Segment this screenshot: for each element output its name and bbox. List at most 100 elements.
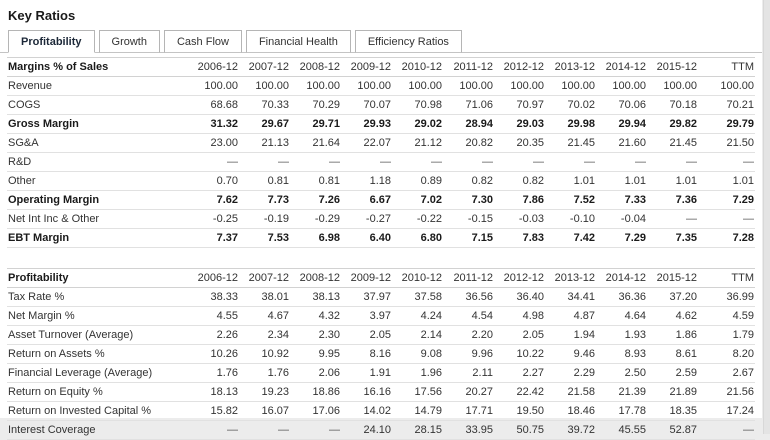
cell-value: 70.98 [392, 95, 443, 115]
row-label: Return on Invested Capital % [7, 401, 188, 421]
cell-value: 18.35 [647, 401, 698, 421]
cell-value: 29.93 [341, 114, 392, 134]
cell-value: 70.02 [545, 95, 596, 115]
cell-value: 1.96 [392, 363, 443, 383]
cell-value: 4.98 [494, 306, 545, 326]
cell-value: 36.56 [443, 287, 494, 307]
cell-value: 29.67 [239, 114, 290, 134]
cell-value: 21.64 [290, 133, 341, 153]
cell-value: 6.40 [341, 228, 392, 248]
cell-value: 1.01 [647, 171, 698, 191]
row-label: EBT Margin [7, 228, 188, 248]
cell-value: — [239, 152, 290, 172]
table-row: Net Margin % 4.55 4.67 4.32 3.97 4.24 4.54 4.98… [7, 306, 755, 326]
tab-financial-health[interactable]: Financial Health [245, 30, 351, 53]
tab-growth[interactable]: Growth [98, 30, 160, 53]
cell-value: 2.67 [698, 363, 755, 383]
cell-value: 100.00 [290, 76, 341, 96]
cell-value: 1.01 [545, 171, 596, 191]
row-label: Return on Assets % [7, 344, 188, 364]
cell-value: 4.32 [290, 306, 341, 326]
cell-value: 19.50 [494, 401, 545, 421]
table-row: Net Int Inc & Other -0.25 -0.19 -0.29 -0.27-… [7, 209, 755, 229]
cell-value: 36.99 [698, 287, 755, 307]
table-row: SG&A 23.00 21.13 21.64 22.07 21.12 20.82 20.35 2… [7, 133, 755, 153]
cell-value: 20.35 [494, 133, 545, 153]
page-title: Key Ratios [8, 8, 76, 23]
column-header: 2009-12 [341, 57, 392, 77]
cell-value: 10.26 [188, 344, 239, 364]
tab-cash-flow[interactable]: Cash Flow [163, 30, 242, 53]
cell-value: 20.27 [443, 382, 494, 402]
column-header: 2008-12 [290, 57, 341, 77]
cell-value: 7.73 [239, 190, 290, 210]
cell-value: 0.70 [188, 171, 239, 191]
cell-value: 45.55 [596, 420, 647, 440]
cell-value: — [698, 152, 755, 172]
cell-value: 39.72 [545, 420, 596, 440]
column-header: TTM [698, 268, 755, 288]
cell-value: 18.46 [545, 401, 596, 421]
cell-value: 70.06 [596, 95, 647, 115]
cell-value: 21.89 [647, 382, 698, 402]
cell-value: 100.00 [596, 76, 647, 96]
section-header-label: Margins % of Sales [7, 57, 188, 77]
section-spacer [7, 248, 755, 269]
cell-value: 100.00 [698, 76, 755, 96]
cell-value: 71.06 [443, 95, 494, 115]
cell-value: 1.94 [545, 325, 596, 345]
tab-efficiency-ratios[interactable]: Efficiency Ratios [354, 30, 462, 53]
cell-value: 10.22 [494, 344, 545, 364]
cell-value: 31.32 [188, 114, 239, 134]
cell-value: 21.56 [698, 382, 755, 402]
column-header: 2015-12 [647, 57, 698, 77]
cell-value: 29.71 [290, 114, 341, 134]
cell-value: -0.25 [188, 209, 239, 229]
cell-value: — [545, 152, 596, 172]
cell-value: -0.19 [239, 209, 290, 229]
cell-value: 2.11 [443, 363, 494, 383]
cell-value: 2.05 [494, 325, 545, 345]
cell-value: 29.98 [545, 114, 596, 134]
row-label: Tax Rate % [7, 287, 188, 307]
row-label: Other [7, 171, 188, 191]
cell-value: 4.54 [443, 306, 494, 326]
cell-value: 7.86 [494, 190, 545, 210]
cell-value: 6.80 [392, 228, 443, 248]
cell-value: 21.58 [545, 382, 596, 402]
scrollbar-track[interactable] [763, 0, 770, 434]
cell-value: — [188, 152, 239, 172]
cell-value: 23.00 [188, 133, 239, 153]
cell-value: 34.41 [545, 287, 596, 307]
cell-value: 29.82 [647, 114, 698, 134]
cell-value: 21.45 [545, 133, 596, 153]
cell-value: 22.42 [494, 382, 545, 402]
cell-value: 14.02 [341, 401, 392, 421]
cell-value: — [239, 420, 290, 440]
cell-value: 7.30 [443, 190, 494, 210]
cell-value: — [698, 209, 755, 229]
table-row: EBT Margin 7.37 7.53 6.98 6.40 6.80 7.15 7.83 7.… [7, 228, 755, 248]
cell-value: 33.95 [443, 420, 494, 440]
cell-value: — [698, 420, 755, 440]
cell-value: 7.33 [596, 190, 647, 210]
cell-value: 7.62 [188, 190, 239, 210]
cell-value: 1.01 [596, 171, 647, 191]
tab-profitability[interactable]: Profitability [8, 30, 95, 53]
cell-value: 6.98 [290, 228, 341, 248]
cell-value: 70.18 [647, 95, 698, 115]
cell-value: 7.35 [647, 228, 698, 248]
cell-value: 29.79 [698, 114, 755, 134]
column-header: 2012-12 [494, 268, 545, 288]
cell-value: 2.59 [647, 363, 698, 383]
cell-value: 16.07 [239, 401, 290, 421]
cell-value: 70.07 [341, 95, 392, 115]
cell-value: 2.34 [239, 325, 290, 345]
cell-value: 37.58 [392, 287, 443, 307]
column-header: 2006-12 [188, 268, 239, 288]
cell-value: — [392, 152, 443, 172]
cell-value: 50.75 [494, 420, 545, 440]
column-header: TTM [698, 57, 755, 77]
cell-value: 100.00 [647, 76, 698, 96]
table-row: Other 0.70 0.81 0.81 1.18 0.89 0.82 0.82 1.01 1.0… [7, 171, 755, 191]
